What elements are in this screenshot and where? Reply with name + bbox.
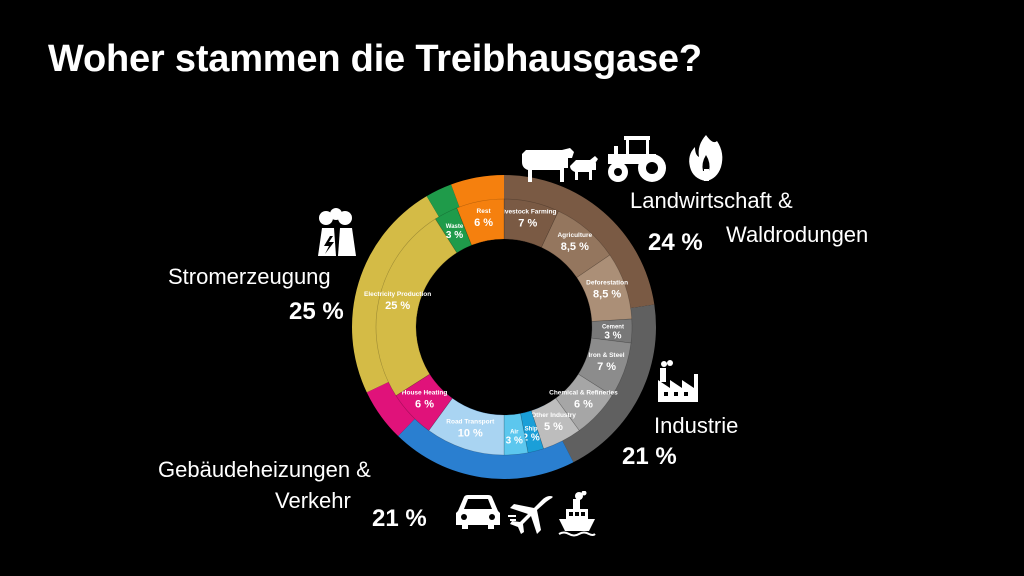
inner-label-livestock-farming: Livestock Farming — [499, 209, 556, 216]
page-title: Woher stammen die Treibhausgase? — [48, 38, 702, 80]
tractor-icon — [608, 136, 666, 182]
power-pct: 25 % — [289, 298, 344, 325]
buildings-label-line2: Verkehr — [275, 488, 351, 513]
inner-value-livestock-farming: 7 % — [518, 218, 537, 230]
inner-slice-electricity-production — [375, 218, 458, 397]
inner-label-road-transport: Road Transport — [446, 419, 495, 426]
inner-label-deforestation: Deforestation — [586, 280, 628, 287]
car-icon — [456, 495, 500, 529]
inner-slice-cement — [590, 318, 633, 344]
inner-label-other-industry: Other Industry — [531, 412, 576, 419]
inner-value-waste: 3 % — [446, 230, 463, 241]
inner-label-agriculture: Agriculture — [557, 232, 592, 239]
inner-slice-agriculture — [541, 210, 611, 278]
inner-label-cement: Cement — [602, 324, 624, 330]
power-label: Stromerzeugung — [168, 264, 331, 289]
inner-slice-house-heating — [395, 373, 453, 431]
inner-value-deforestation: 8,5 % — [593, 289, 621, 301]
inner-label-chemical-refineries: Chemical & Refineries — [549, 390, 618, 397]
airplane-icon — [508, 496, 553, 534]
land-pct: 24 % — [648, 229, 703, 256]
inner-value-other-industry: 5 % — [544, 421, 563, 433]
forest-fire-icon — [689, 135, 723, 181]
land-label-line2: Waldrodungen — [726, 222, 869, 247]
inner-label-ship: Ship — [525, 427, 538, 433]
inner-label-air: Air — [510, 430, 519, 436]
inner-value-house-heating: 6 % — [415, 399, 434, 411]
inner-value-chemical-refineries: 6 % — [574, 399, 593, 411]
inner-value-electricity-production: 25 % — [385, 300, 410, 312]
inner-value-air: 3 % — [506, 436, 523, 447]
cow-icon — [522, 148, 598, 182]
buildings-pct: 21 % — [372, 505, 427, 532]
inner-slice-deforestation — [576, 254, 633, 322]
inner-value-rest: 6 % — [474, 217, 493, 229]
inner-label-waste: Waste — [446, 224, 464, 230]
land-label-line1: Landwirtschaft & — [630, 188, 793, 213]
factory-icon — [658, 360, 698, 402]
inner-slice-rest — [456, 198, 505, 246]
ship-icon — [558, 491, 596, 537]
inner-value-iron-steel: 7 % — [597, 361, 616, 373]
buildings-label-line1: Gebäudeheizungen & — [158, 457, 371, 482]
inner-label-rest: Rest — [477, 208, 492, 215]
inner-label-iron-steel: Iron & Steel — [588, 352, 624, 359]
inner-slice-ship — [520, 410, 544, 454]
inner-label-house-heating: House Heating — [402, 390, 448, 397]
inner-value-road-transport: 10 % — [458, 428, 483, 440]
inner-slice-chemical-refineries — [555, 373, 613, 431]
industry-pct: 21 % — [622, 443, 677, 470]
inner-value-agriculture: 8,5 % — [561, 241, 589, 253]
inner-label-electricity-production: Electricity Production — [364, 291, 431, 298]
inner-value-cement: 3 % — [604, 330, 621, 341]
power-plant-icon — [318, 208, 356, 256]
inner-slice-waste — [434, 207, 472, 254]
industry-label: Industrie — [654, 413, 739, 438]
inner-value-ship: 2 % — [522, 433, 539, 444]
